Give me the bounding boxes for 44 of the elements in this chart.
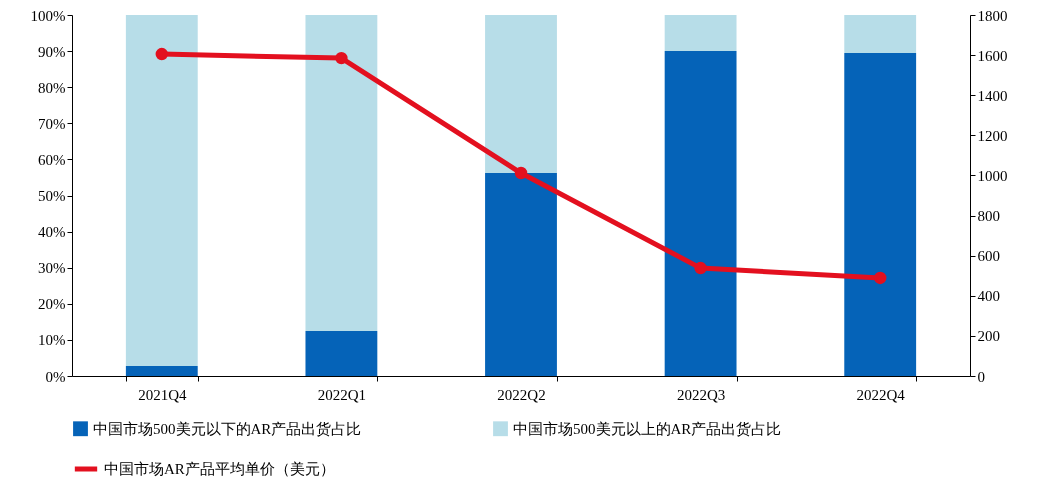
x-tick-label: 2022Q3 [676,386,726,403]
point [694,261,707,275]
y-tick-label: 20% [38,296,66,313]
y2-tick-label: 1800 [977,7,1008,24]
y2-tick-label: 1200 [977,127,1008,144]
y2-tick-label: 400 [977,288,1000,305]
y-tick-label: 60% [38,151,66,168]
point [514,166,528,180]
y2-tick-label: 600 [977,248,1000,265]
y-tick-label: 10% [38,332,66,349]
bar [305,330,378,376]
y2-tick-label: 1600 [977,47,1008,64]
y2-tick-label: 1000 [977,167,1008,184]
y-tick-label: 40% [38,224,66,241]
y-tick-label: 0% [45,368,66,385]
x-tick-label: 2022Q1 [317,386,367,403]
x-tick-label: 2022Q4 [856,386,906,403]
y2-tick-label: 1400 [977,87,1008,104]
y-tick-label: 100% [30,7,66,24]
point [155,47,169,61]
y-tick-label: 70% [38,115,66,132]
bar [125,15,198,366]
bar [664,15,737,52]
bar [305,15,378,331]
point [873,271,887,285]
y-tick-label: 30% [38,260,66,277]
bar [125,365,198,376]
legend-label: 中国市场AR产品平均单价（美元） [104,461,335,477]
y-tick-label: 80% [38,79,66,96]
y2-tick-label: 0 [977,368,985,385]
bar [485,173,557,376]
bar [844,52,917,376]
y2-tick-label: 800 [977,208,1000,225]
y-tick-label: 90% [38,43,66,60]
y-tick-label: 50% [38,188,66,204]
point [335,51,348,65]
bar [664,51,737,376]
legend-label: 中国市场500美元以下的AR产品出货占比 [93,420,362,437]
bar [844,15,917,53]
y2-tick-label: 200 [977,328,1000,345]
bar [485,15,557,174]
x-tick-label: 2021Q4 [138,386,187,403]
legend-label: 中国市场500美元以上的AR产品出货占比 [513,420,782,437]
x-tick-label: 2022Q2 [497,386,546,403]
